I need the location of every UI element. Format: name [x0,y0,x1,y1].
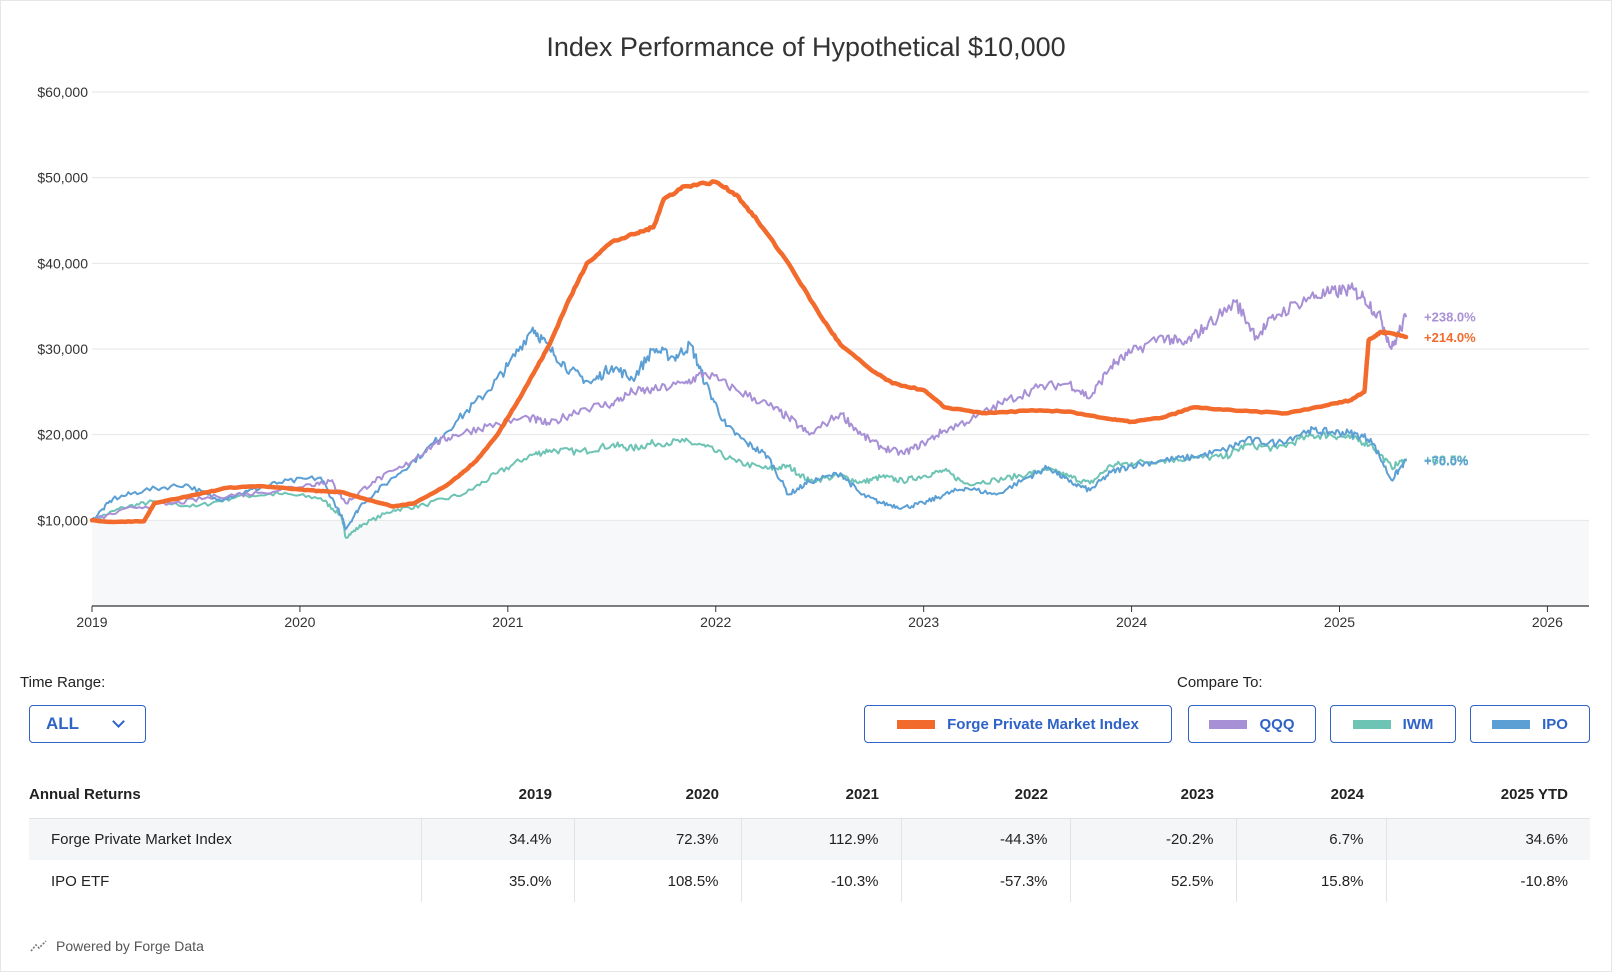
column-header: 2023 [1070,772,1236,819]
time-range-value: ALL [46,714,80,733]
table-cell: 72.3% [573,818,741,860]
compare-button-ipo[interactable]: IPO [1470,705,1590,743]
column-header: 2025 YTD [1386,772,1590,819]
row-label: Forge Private Market Index [29,818,421,860]
x-tick-label: 2019 [76,614,107,630]
compare-button-iwm[interactable]: IWM [1330,705,1456,743]
powered-by: Powered by Forge Data [30,938,204,954]
compare-button-label: QQQ [1259,715,1295,733]
table-cell: 6.7% [1235,818,1386,860]
trend-line-icon [30,940,47,952]
time-range-select[interactable]: ALL [29,705,146,743]
table-row: IPO ETF 35.0% 108.5% -10.3% -57.3% 52.5%… [29,860,1590,902]
time-range-label: Time Range: [20,674,106,691]
table-cell: 52.5% [1069,860,1236,902]
compare-button-forge[interactable]: Forge Private Market Index [864,705,1172,743]
column-header: Annual Returns [29,772,421,819]
table-header-row: Annual Returns 2019 2020 2021 2022 2023 … [29,772,1590,819]
below-baseline-area [92,521,1589,606]
table-cell: 15.8% [1235,860,1386,902]
column-header: 2021 [741,772,901,819]
column-header: 2024 [1236,772,1386,819]
ipo-legend-swatch [1492,719,1531,729]
compare-button-label: IWM [1402,715,1434,733]
series-line-forge-private-market-index [89,179,1409,525]
chevron-down-icon [112,715,125,728]
series-end-label: +238.0% [1424,309,1476,324]
y-tick-label: $40,000 [37,255,88,271]
series-end-label: +70.0% [1424,453,1469,468]
forge-legend-swatch [897,719,936,729]
x-tick-label: 2024 [1116,614,1147,630]
x-tick-label: 2022 [700,614,731,630]
column-header: 2020 [574,772,741,819]
row-label: IPO ETF [51,872,110,890]
x-tick-label: 2021 [492,614,523,630]
table-cell: 34.4% [420,818,574,860]
iwm-legend-swatch [1352,719,1391,729]
compare-button-label: Forge Private Market Index [947,715,1139,733]
y-tick-label: $50,000 [37,170,88,186]
table-cell: 108.5% [573,860,741,902]
y-tick-label: $20,000 [37,427,88,443]
table-cell: 35.0% [420,860,574,902]
x-tick-label: 2025 [1324,614,1355,630]
y-tick-label: $10,000 [37,512,88,528]
x-tick-label: 2020 [284,614,315,630]
table-cell: -57.3% [900,860,1070,902]
y-tick-label: $30,000 [37,341,88,357]
annual-returns-table: Annual Returns 2019 2020 2021 2022 2023 … [29,772,1590,902]
series-end-label: +214.0% [1424,330,1476,345]
series-line-ipo [91,326,1407,531]
compare-button-qqq[interactable]: QQQ [1188,705,1316,743]
table-cell: -10.8% [1385,860,1590,902]
performance-chart: Index Performance of Hypothetical $10,00… [37,32,1589,630]
table-cell: 112.9% [740,818,901,860]
x-tick-label: 2023 [908,614,939,630]
table-cell: -44.3% [900,818,1070,860]
table-cell: -10.3% [740,860,901,902]
table-row: Forge Private Market Index 34.4% 72.3% 1… [29,818,1590,860]
series-line-qqq [91,282,1407,522]
chart-title: Index Performance of Hypothetical $10,00… [546,32,1065,62]
table-cell: -20.2% [1069,818,1236,860]
series-end-label: +68.5% [1424,453,1469,468]
table-cell: 34.6% [1385,818,1590,860]
powered-by-text: Powered by Forge Data [56,938,204,954]
y-tick-label: $60,000 [37,84,88,100]
column-header: 2022 [901,772,1070,819]
compare-button-label: IPO [1542,715,1568,733]
compare-label: Compare To: [1177,674,1263,691]
column-header: 2019 [421,772,574,819]
qqq-legend-swatch [1209,719,1248,729]
x-tick-label: 2026 [1532,614,1563,630]
